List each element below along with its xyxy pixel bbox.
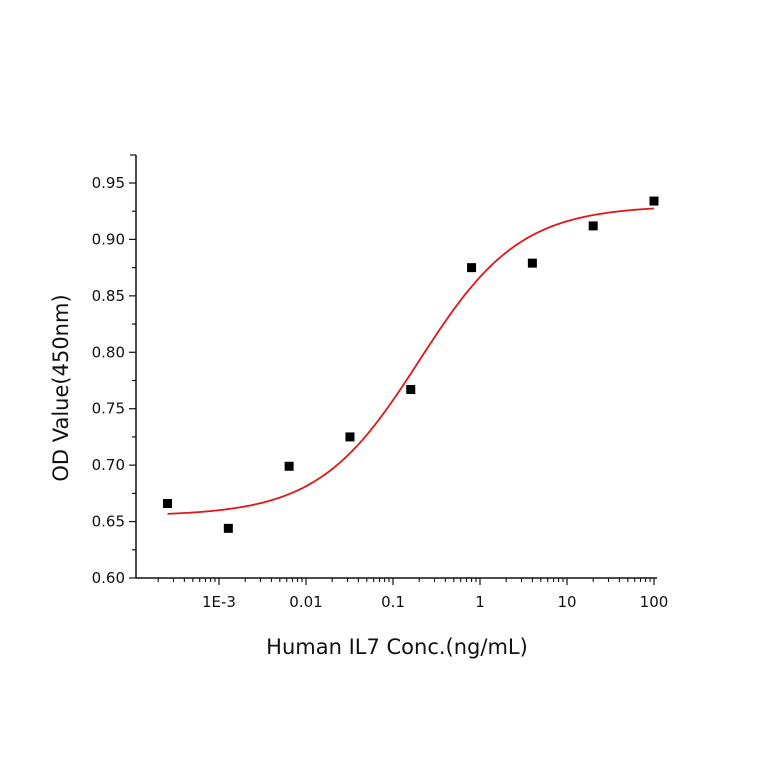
x-tick-label: 0.01 (289, 593, 322, 611)
data-points (163, 196, 659, 533)
y-tick-label: 0.95 (92, 174, 125, 192)
data-point-marker (223, 523, 233, 533)
data-point-marker (588, 221, 598, 231)
y-tick-label: 0.80 (92, 343, 125, 361)
y-tick-label: 0.60 (92, 569, 125, 587)
y-tick-label: 0.65 (92, 513, 125, 531)
y-axis: 0.60 0.65 0.70 0.75 0.80 0.85 0.90 0.95 (92, 154, 137, 587)
x-axis-title: Human IL7 Conc.(ng/mL) (266, 635, 528, 659)
x-tick-label: 1 (475, 593, 485, 611)
y-tick-label: 0.85 (92, 287, 125, 305)
y-axis-title: OD Value(450nm) (49, 294, 73, 481)
y-tick-label: 0.90 (92, 230, 125, 248)
data-point-marker (284, 461, 294, 471)
x-tick-label: 0.1 (381, 593, 405, 611)
x-tick-label: 1E-3 (202, 593, 236, 611)
data-point-marker (467, 263, 477, 273)
data-point-marker (406, 385, 416, 395)
data-point-marker (527, 258, 537, 268)
data-point-marker (163, 499, 173, 509)
data-point-marker (649, 196, 659, 206)
fit-curve (167, 207, 655, 515)
x-axis: 1E-3 0.01 0.1 1 10 100 (136, 577, 669, 611)
y-tick-label: 0.70 (92, 456, 125, 474)
data-point-marker (345, 432, 355, 442)
x-tick-label: 100 (640, 593, 669, 611)
x-tick-label: 10 (557, 593, 576, 611)
y-tick-label: 0.75 (92, 400, 125, 418)
